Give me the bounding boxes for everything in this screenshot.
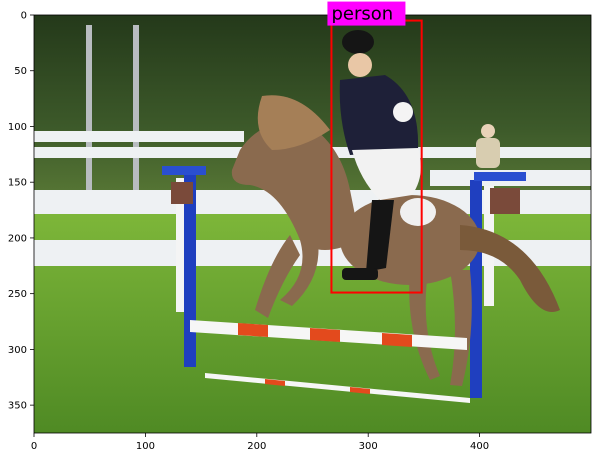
y-axis: 0 50 100 150 200 250 300 350 bbox=[8, 11, 34, 412]
detection-label-background bbox=[327, 1, 406, 26]
axes-frame bbox=[33, 14, 592, 434]
photo bbox=[34, 15, 591, 433]
y-tick-label: 100 bbox=[8, 122, 27, 133]
x-tick-label: 0 bbox=[31, 441, 37, 452]
x-tick-label: 100 bbox=[136, 441, 155, 452]
x-tick-label: 200 bbox=[247, 441, 266, 452]
y-tick-label: 250 bbox=[8, 289, 27, 300]
rider bbox=[339, 30, 421, 280]
jump-top-pole bbox=[190, 320, 467, 350]
detections: person bbox=[327, 1, 423, 294]
y-tick-label: 150 bbox=[8, 178, 27, 189]
y-tick-label: 200 bbox=[8, 233, 27, 244]
background-pole bbox=[133, 25, 139, 190]
x-axis: 0 100 200 300 400 bbox=[31, 433, 489, 452]
x-tick-label: 300 bbox=[359, 441, 378, 452]
y-tick-label: 0 bbox=[21, 11, 27, 22]
y-tick-label: 50 bbox=[14, 66, 27, 77]
jump-left-post bbox=[162, 166, 206, 367]
y-tick-label: 350 bbox=[8, 401, 27, 412]
x-tick-label: 400 bbox=[470, 441, 489, 452]
background-pole bbox=[86, 25, 92, 190]
spectator bbox=[476, 124, 500, 168]
detection-label: person bbox=[331, 4, 393, 25]
y-tick-label: 300 bbox=[8, 345, 27, 356]
ground-pole bbox=[205, 373, 470, 403]
